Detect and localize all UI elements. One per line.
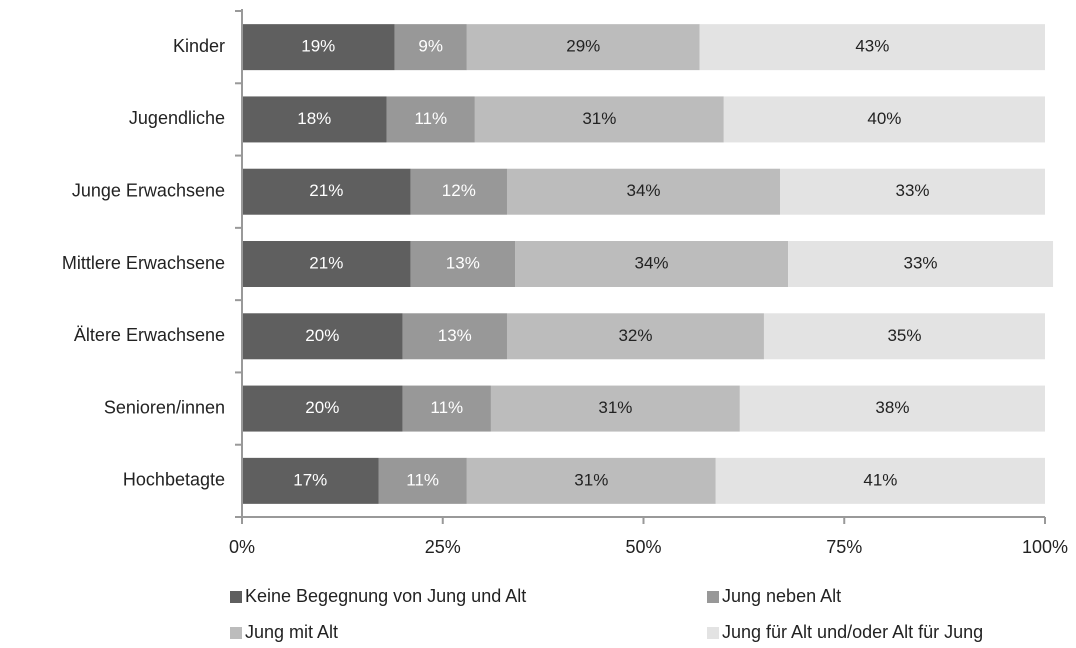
value-label: 31%	[598, 398, 632, 417]
bar-segment	[242, 457, 379, 504]
value-label: 31%	[574, 470, 608, 489]
legend-swatch	[230, 627, 242, 639]
value-label: 19%	[301, 37, 335, 56]
x-tick-label: 100%	[1022, 537, 1068, 557]
bar-segment	[242, 168, 411, 215]
bar-segment	[506, 168, 781, 215]
value-label: 13%	[438, 326, 472, 345]
bar-segment	[402, 385, 491, 432]
category-label: Jugendliche	[129, 108, 225, 128]
category-label: Ältere Erwachsene	[74, 325, 225, 345]
x-tick-label: 25%	[425, 537, 461, 557]
bar-segment	[699, 24, 1045, 71]
value-label: 18%	[297, 109, 331, 128]
category-label: Mittlere Erwachsene	[62, 253, 225, 273]
value-label: 40%	[867, 109, 901, 128]
x-tick-label: 0%	[229, 537, 255, 557]
value-label: 34%	[626, 181, 660, 200]
bar-segment	[410, 241, 516, 287]
value-label: 32%	[618, 326, 652, 345]
value-label: 29%	[566, 37, 600, 56]
value-label: 21%	[309, 181, 343, 200]
value-label: 35%	[887, 326, 921, 345]
legend-label: Jung für Alt und/oder Alt für Jung	[722, 622, 983, 642]
bar-segment	[466, 24, 700, 71]
bar-segment	[515, 241, 789, 287]
value-label: 20%	[305, 326, 339, 345]
bar-segment	[490, 385, 740, 432]
bar-segment	[242, 313, 403, 360]
legend-label: Jung neben Alt	[722, 586, 841, 606]
value-label: 34%	[635, 253, 669, 272]
legend-label: Jung mit Alt	[245, 622, 338, 642]
bar-segment	[394, 24, 467, 71]
bar-segment	[242, 385, 403, 432]
legend-swatch	[707, 627, 719, 639]
legend-label: Keine Begegnung von Jung und Alt	[245, 586, 526, 606]
bar-segment	[763, 313, 1045, 360]
bar-segment	[788, 241, 1054, 287]
bar-segment	[402, 313, 507, 360]
value-label: 43%	[855, 37, 889, 56]
value-label: 33%	[904, 253, 938, 272]
value-label: 21%	[309, 253, 343, 272]
bar-segment	[474, 96, 724, 143]
value-label: 13%	[446, 253, 480, 272]
value-label: 20%	[305, 398, 339, 417]
bar-segment	[242, 96, 387, 143]
value-label: 9%	[418, 37, 443, 56]
bar-segment	[780, 168, 1045, 215]
value-label: 38%	[875, 398, 909, 417]
bar-segment	[739, 385, 1045, 432]
bar-segment	[506, 313, 764, 360]
bar-segment	[378, 457, 467, 504]
bar-segment	[466, 457, 716, 504]
category-label: Junge Erwachsene	[72, 180, 225, 200]
value-label: 17%	[293, 470, 327, 489]
value-label: 11%	[406, 470, 439, 489]
legend-swatch	[230, 591, 242, 603]
bar-segment	[715, 457, 1045, 504]
value-label: 31%	[582, 109, 616, 128]
category-label: Hochbetagte	[123, 470, 225, 490]
bar-segment	[242, 24, 395, 71]
bar-segment	[242, 241, 411, 287]
value-label: 11%	[414, 109, 447, 128]
bar-segment	[386, 96, 475, 143]
x-tick-label: 75%	[826, 537, 862, 557]
bar-segment	[723, 96, 1045, 143]
category-label: Senioren/innen	[104, 397, 225, 417]
legend-swatch	[707, 591, 719, 603]
value-label: 11%	[430, 398, 463, 417]
value-label: 41%	[863, 470, 897, 489]
value-label: 12%	[442, 181, 476, 200]
x-tick-label: 50%	[625, 537, 661, 557]
category-label: Kinder	[173, 36, 225, 56]
bar-segment	[410, 168, 507, 215]
value-label: 33%	[895, 181, 929, 200]
